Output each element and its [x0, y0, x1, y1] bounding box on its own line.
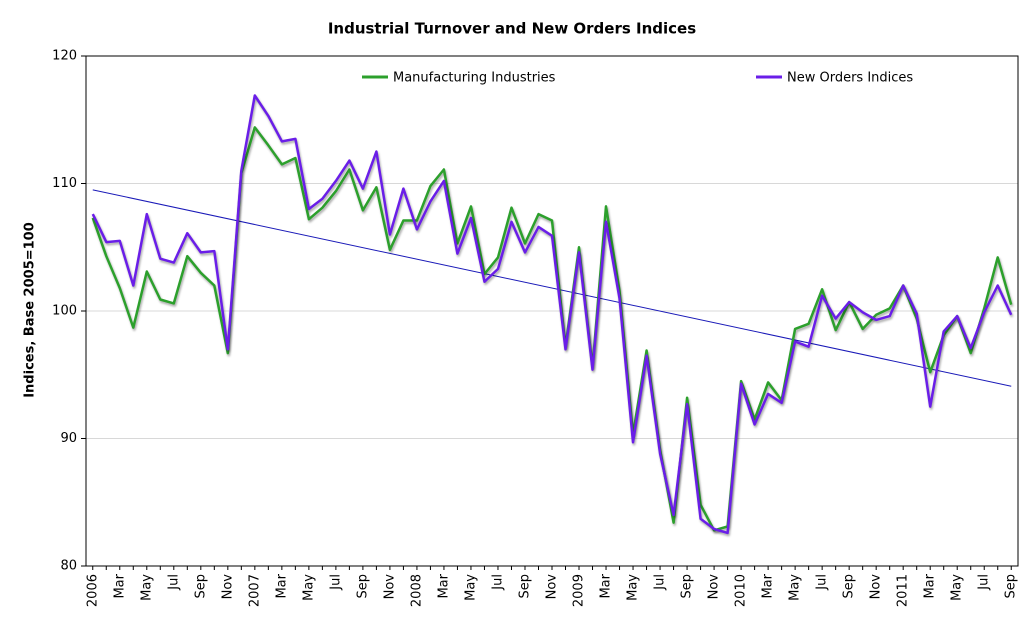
- x-tick-label: Nov: [869, 574, 884, 600]
- x-tick-label: May: [463, 574, 478, 601]
- x-tick-label: Nov: [545, 574, 560, 600]
- x-tick-label: 2009: [572, 574, 587, 607]
- x-tick-label: Jul: [653, 574, 668, 591]
- legend-label: New Orders Indices: [787, 71, 913, 86]
- x-tick-label: 2008: [409, 574, 424, 607]
- x-tick-label: Nov: [707, 574, 722, 600]
- x-tick-label: Mar: [599, 573, 614, 598]
- y-tick-label: 100: [52, 304, 77, 319]
- x-tick-label: May: [788, 574, 803, 601]
- x-tick-label: Mar: [436, 573, 451, 598]
- x-tick-label: Mar: [274, 573, 289, 598]
- x-tick-label: Sep: [193, 574, 208, 599]
- x-tick-label: Mar: [923, 573, 938, 598]
- x-tick-label: 2006: [85, 574, 100, 607]
- y-tick-label: 90: [60, 431, 77, 446]
- legend-label: Manufacturing Industries: [393, 71, 556, 86]
- x-tick-label: Jul: [328, 574, 343, 591]
- x-tick-label: May: [139, 574, 154, 601]
- x-tick-label: Sep: [1004, 574, 1019, 599]
- x-tick-label: Jul: [815, 574, 830, 591]
- x-tick-label: 2011: [896, 574, 911, 607]
- x-tick-label: Mar: [761, 573, 776, 598]
- y-tick-label: 80: [60, 559, 77, 574]
- x-tick-label: 2010: [734, 574, 749, 607]
- x-tick-label: Jul: [166, 574, 181, 591]
- x-tick-label: Nov: [220, 574, 235, 600]
- x-tick-label: Mar: [112, 573, 127, 598]
- series-line: [91, 126, 1013, 532]
- x-tick-label: Sep: [842, 574, 857, 599]
- x-tick-label: Jul: [490, 574, 505, 591]
- x-tick-label: May: [626, 574, 641, 601]
- x-tick-label: 2007: [247, 574, 262, 607]
- chart-title: Industrial Turnover and New Orders Indic…: [328, 20, 696, 38]
- x-tick-label: May: [301, 574, 316, 601]
- x-tick-label: Sep: [517, 574, 532, 599]
- y-axis-label: Indices, Base 2005=100: [23, 222, 38, 398]
- y-tick-label: 110: [52, 176, 77, 191]
- x-tick-label: Nov: [382, 574, 397, 600]
- x-tick-label: May: [950, 574, 965, 601]
- y-tick-label: 120: [52, 49, 77, 64]
- trend-line: [92, 189, 1012, 387]
- x-tick-label: Jul: [977, 574, 992, 591]
- x-tick-label: Sep: [355, 574, 370, 599]
- series-line: [91, 94, 1013, 535]
- x-tick-label: Sep: [680, 574, 695, 599]
